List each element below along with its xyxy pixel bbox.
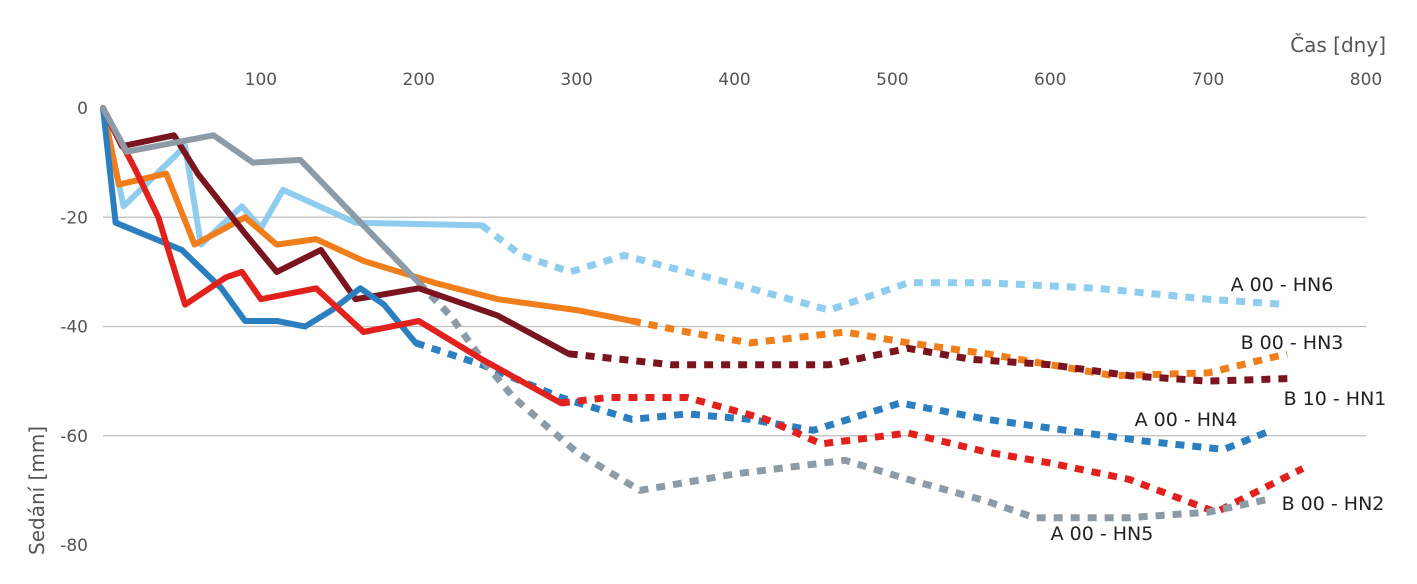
x-tick-label: 800: [1350, 70, 1382, 90]
y-tick-labels: 0 -20 -40 -60 -80: [60, 99, 88, 556]
series-label: A 00 - HN5: [1051, 523, 1154, 545]
series-forecast-line: [416, 280, 1273, 522]
y-axis-title: Sedání [mm]: [25, 426, 49, 555]
y-tick-label: -40: [60, 318, 88, 338]
x-tick-label: 300: [560, 70, 592, 90]
series-label: B 00 - HN3: [1241, 332, 1344, 354]
x-tick-label: 100: [245, 70, 277, 90]
series-lines: [100, 105, 1305, 522]
series-label: A 00 - HN6: [1231, 274, 1334, 296]
series-measured-line: [100, 105, 419, 346]
y-tick-label: -20: [60, 208, 88, 228]
x-tick-label: 600: [1034, 70, 1066, 90]
series-measured-line: [100, 105, 572, 357]
series-measured-line: [100, 105, 635, 324]
x-tick-label: 400: [718, 70, 750, 90]
x-tick-labels: 100 200 300 400 500 600 700 800: [245, 70, 1383, 90]
series-forecast-line: [414, 339, 1273, 453]
x-tick-label: 700: [1192, 70, 1224, 90]
y-tick-label: -60: [60, 427, 88, 447]
series-forecast-line: [479, 222, 1288, 314]
series-label: B 00 - HN2: [1282, 493, 1385, 515]
series-labels: A 00 - HN6 B 00 - HN3 B 10 - HN1 A 00 - HN4…: [1051, 274, 1387, 545]
series-label: A 00 - HN4: [1135, 409, 1238, 431]
series-forecast-line: [560, 394, 1305, 516]
series-label: B 10 - HN1: [1284, 388, 1387, 410]
y-tick-label: 0: [77, 99, 88, 119]
series-forecast-line: [631, 317, 1288, 380]
x-tick-label: 200: [403, 70, 435, 90]
y-tick-label: -80: [60, 536, 88, 556]
series-measured-line: [100, 105, 564, 406]
series-forecast-line: [568, 344, 1296, 385]
x-tick-label: 500: [876, 70, 908, 90]
x-axis-title: Čas [dny]: [1290, 33, 1386, 57]
series-measured-line: [100, 105, 422, 286]
gridlines: [103, 216, 1366, 437]
